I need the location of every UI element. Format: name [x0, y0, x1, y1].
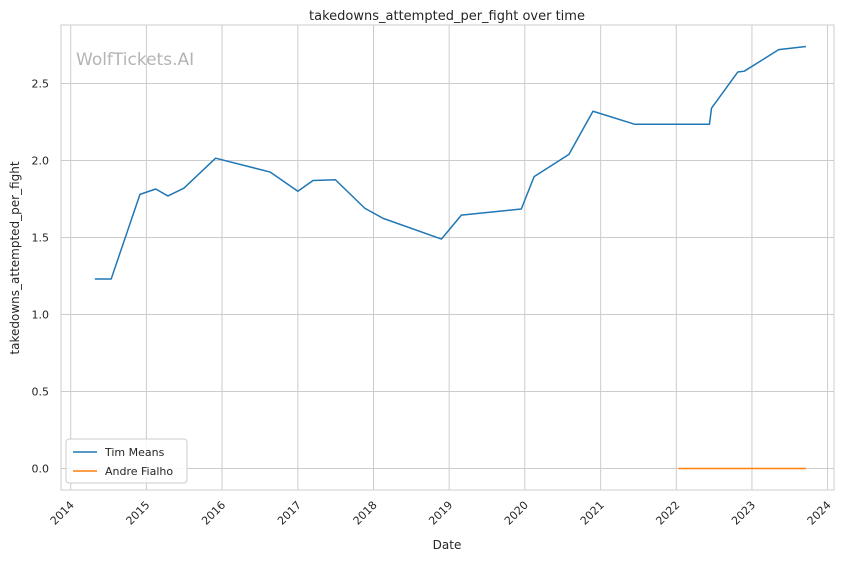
plot-area-frame	[60, 24, 835, 491]
y-tick-label: 1.5	[32, 231, 50, 244]
y-tick-label: 0.5	[32, 385, 50, 398]
watermark: WolfTickets.AI	[76, 50, 194, 70]
chart-title: takedowns_attempted_per_fight over time	[309, 9, 585, 24]
legend: Tim Means Andre Fialho	[65, 438, 188, 484]
legend-box	[65, 438, 188, 484]
x-tick-label: 2022	[653, 499, 682, 528]
x-tick-label: 2024	[805, 499, 834, 528]
x-tick-label: 2017	[275, 499, 304, 528]
x-tick-label: 2023	[729, 499, 758, 528]
x-tick-label: 2016	[199, 499, 228, 528]
x-tick-label: 2018	[351, 499, 380, 528]
x-tick-label: 2019	[426, 499, 455, 528]
y-tick-label: 1.0	[32, 308, 50, 321]
series-lines	[94, 45, 807, 470]
y-tick-label: 2.5	[32, 78, 50, 91]
y-tick-label: 2.0	[32, 154, 50, 167]
legend-label-andre-fialho: Andre Fialho	[105, 465, 173, 478]
y-tick-label: 0.0	[32, 462, 50, 475]
y-axis-label: takedowns_attempted_per_fight	[8, 161, 22, 354]
x-tick-label: 2014	[48, 499, 77, 528]
x-axis-label: Date	[433, 538, 462, 552]
x-tick-label: 2015	[124, 499, 153, 528]
x-tick-label: 2020	[502, 499, 531, 528]
series-line-tim-means	[94, 45, 807, 280]
grid	[61, 25, 834, 490]
x-tick-label: 2021	[578, 499, 607, 528]
legend-label-tim-means: Tim Means	[104, 446, 165, 459]
